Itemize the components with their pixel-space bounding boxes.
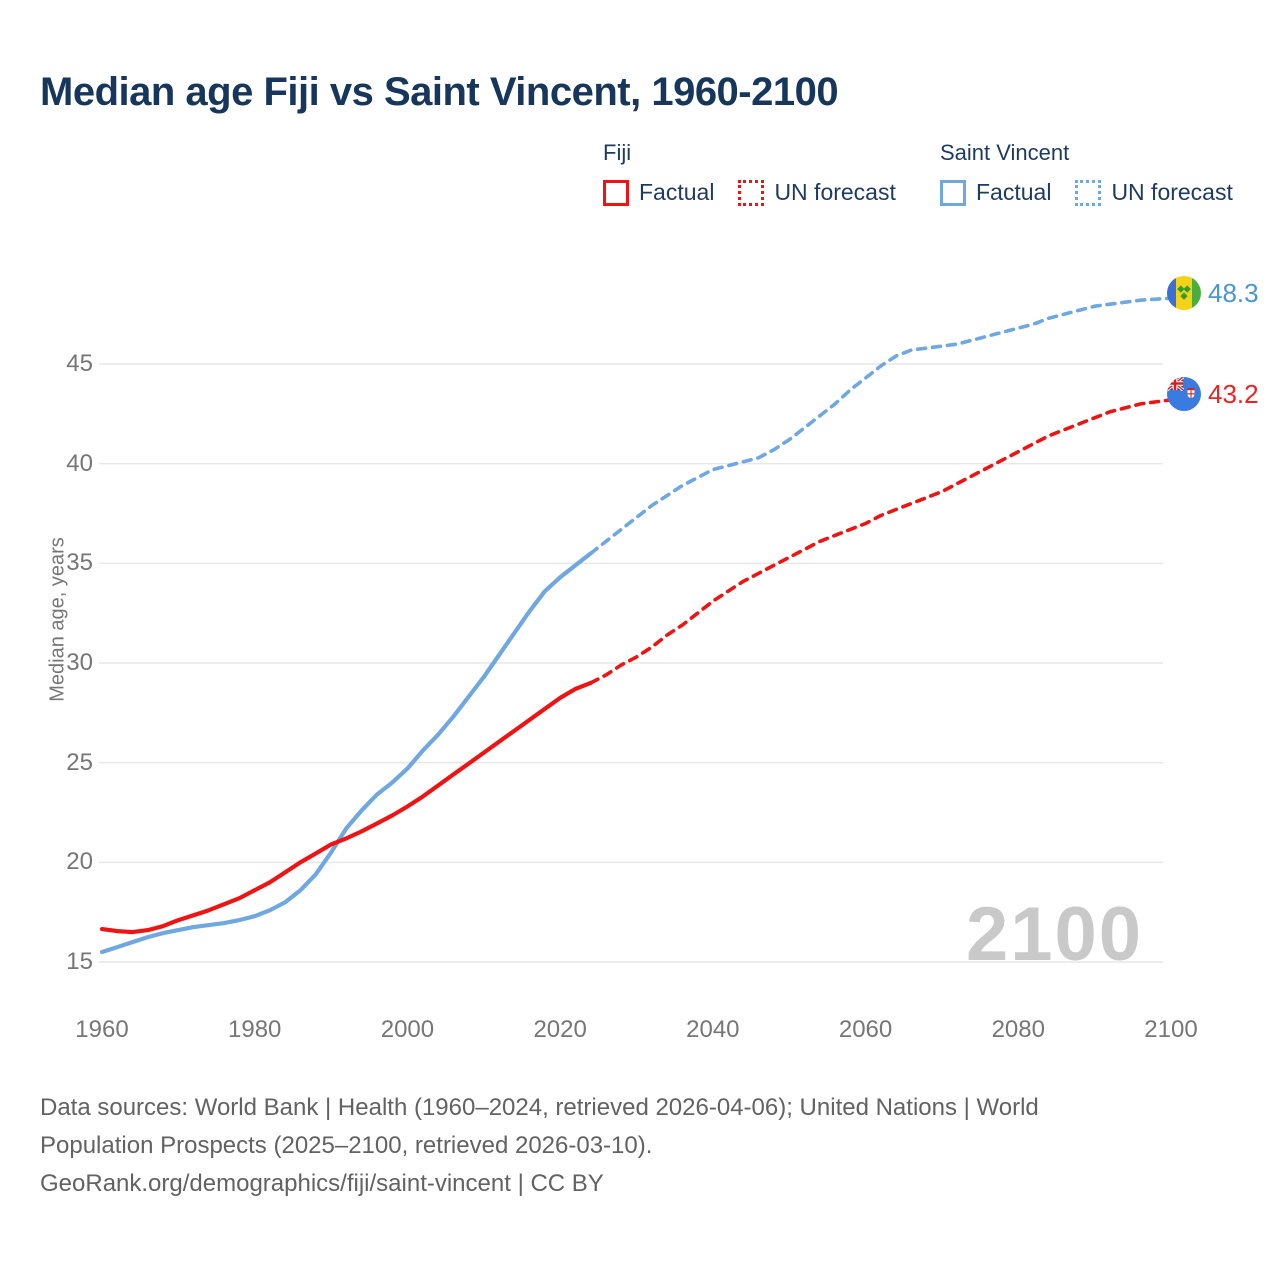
fiji-end-value: 43.2 [1208, 379, 1259, 409]
x-tick-label-1960: 1960 [75, 1016, 129, 1043]
y-tick-label-20: 20 [66, 848, 93, 876]
x-tick-label-2020: 2020 [533, 1016, 587, 1043]
y-tick-label-30: 30 [66, 649, 93, 676]
fiji-forecast-swatch-icon [738, 179, 765, 206]
legend-row: Factual UN forecast [603, 179, 896, 206]
saint-vincent-end-value: 48.3 [1208, 278, 1259, 308]
x-tick-label-2000: 2000 [380, 1016, 435, 1043]
legend-item-label: Factual [976, 179, 1052, 205]
watermark-year: 2100 [966, 892, 1144, 977]
legend-item-label: UN forecast [1111, 179, 1233, 205]
y-tick-label-40: 40 [66, 449, 93, 477]
saint-vincent-un-forecast-line [588, 296, 1173, 556]
x-tick-label-2100: 2100 [1144, 1016, 1198, 1043]
saint-vincent-factual-swatch-icon [940, 179, 966, 206]
x-tick-label-2080: 2080 [991, 1016, 1045, 1043]
legend-row: Factual UN forecast [940, 179, 1233, 206]
saint-vincent-forecast-swatch-icon [1075, 179, 1102, 206]
legend-group-saint-vincent: Saint Vincent Factual UN forecast [940, 140, 1233, 206]
fiji-factual-line [99, 680, 593, 935]
x-tick-label-2040: 2040 [686, 1016, 740, 1043]
y-tick-label-15: 15 [66, 948, 93, 975]
saint-vincent-flag-icon [1167, 276, 1201, 310]
y-tick-label-25: 25 [66, 748, 93, 776]
legend-item-label: Factual [639, 179, 715, 205]
legend-item-label: UN forecast [774, 179, 896, 205]
legend-group-name: Saint Vincent [940, 140, 1070, 165]
footer-attribution: GeoRank.org/demographics/fiji/saint-vinc… [40, 1170, 604, 1197]
fiji-un-forecast-line [588, 398, 1173, 685]
saint-vincent-factual-line [99, 551, 593, 955]
chart-title: Median age Fiji vs Saint Vincent, 1960-2… [40, 70, 839, 114]
x-tick-label-1980: 1980 [228, 1016, 282, 1043]
x-tick-label-2060: 2060 [838, 1016, 893, 1043]
fiji-flag-icon [1167, 377, 1201, 411]
footer: Data sources: World Bank | Health (1960–… [40, 1089, 1190, 1203]
legend-group-name: Fiji [603, 140, 632, 165]
fiji-factual-swatch-icon [603, 179, 629, 206]
y-tick-label-35: 35 [66, 549, 93, 577]
y-tick-label-45: 45 [66, 350, 93, 377]
footer-data-sources-line-1: Data sources: World Bank | Health (1960–… [40, 1094, 1039, 1121]
footer-data-sources-line-2: Population Prospects (2025–2100, retriev… [40, 1132, 653, 1159]
legend-group-fiji: Fiji Factual UN forecast [603, 140, 896, 206]
